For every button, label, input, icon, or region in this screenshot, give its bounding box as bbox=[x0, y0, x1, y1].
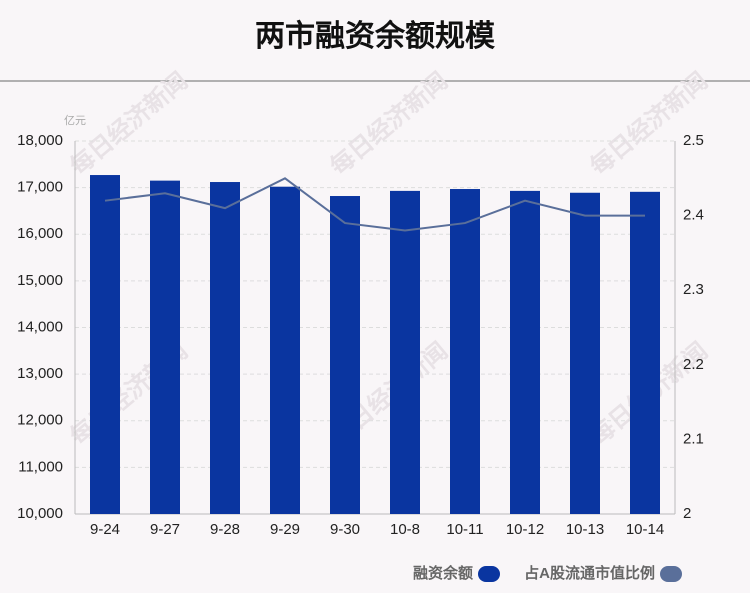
x-tick-label: 10-14 bbox=[626, 521, 664, 538]
y-tick-label: 12,000 bbox=[17, 412, 63, 429]
bar bbox=[210, 182, 240, 514]
x-tick-label: 9-29 bbox=[270, 521, 300, 538]
y-tick-label: 10,000 bbox=[17, 505, 63, 522]
chart-title: 两市融资余额规模 bbox=[255, 19, 495, 53]
legend-label: 融资余额 bbox=[413, 564, 473, 582]
x-tick-label: 9-30 bbox=[330, 521, 360, 538]
y-tick-label: 16,000 bbox=[17, 225, 63, 242]
y2-tick-label: 2.1 bbox=[683, 430, 704, 447]
legend-swatch bbox=[660, 566, 682, 582]
x-tick-label: 9-28 bbox=[210, 521, 240, 538]
y2-tick-label: 2 bbox=[683, 505, 691, 522]
bar bbox=[270, 186, 300, 514]
y2-tick-label: 2.4 bbox=[683, 207, 704, 224]
y2-tick-label: 2.3 bbox=[683, 281, 704, 298]
line bbox=[104, 177, 645, 232]
y-tick-label: 15,000 bbox=[17, 272, 63, 289]
bar bbox=[450, 189, 480, 514]
bar bbox=[150, 180, 180, 514]
y-tick-label: 18,000 bbox=[17, 132, 63, 149]
x-tick-label: 10-12 bbox=[506, 521, 544, 538]
x-tick-label: 10-11 bbox=[446, 521, 483, 538]
x-tick-label: 9-24 bbox=[90, 521, 120, 538]
y2-tick-label: 2.5 bbox=[683, 132, 704, 149]
x-tick-label: 10-8 bbox=[390, 521, 420, 538]
legend-swatch bbox=[478, 566, 500, 582]
y-tick-label: 14,000 bbox=[17, 318, 63, 335]
y-tick-label: 17,000 bbox=[17, 179, 63, 196]
x-tick-label: 9-27 bbox=[150, 521, 180, 538]
y-unit: 亿元 bbox=[64, 114, 86, 127]
bar bbox=[570, 192, 600, 514]
bar bbox=[510, 190, 540, 515]
y2-tick-label: 2.2 bbox=[683, 356, 704, 373]
bar bbox=[90, 175, 120, 514]
y-tick-label: 13,000 bbox=[17, 365, 63, 382]
bar bbox=[330, 196, 360, 514]
bar bbox=[390, 190, 420, 515]
x-tick-label: 10-13 bbox=[566, 521, 604, 538]
y-tick-label: 11,000 bbox=[18, 458, 63, 475]
legend-label: 占A股流通市值比例 bbox=[524, 564, 655, 582]
bar bbox=[630, 191, 660, 515]
